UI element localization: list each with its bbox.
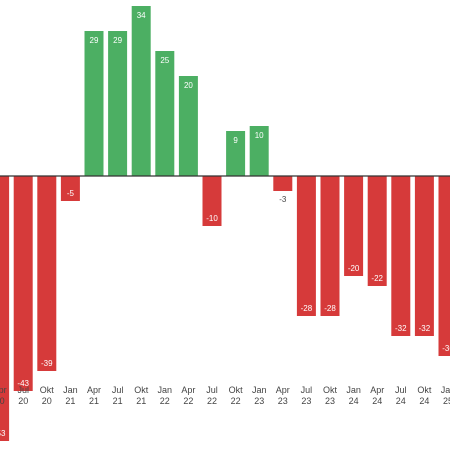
- x-tick-month: Jul: [17, 385, 29, 395]
- bar-value-label: 34: [137, 11, 146, 20]
- bar-value-label: 9: [233, 136, 238, 145]
- bar: [108, 31, 128, 176]
- bars-group: -54-53-43-39-52929342520-10910-3-28-28-2…: [0, 6, 450, 441]
- x-tick-month: Jul: [112, 385, 124, 395]
- bar-value-label: -20: [348, 264, 360, 273]
- x-tick-month: Apr: [276, 385, 290, 395]
- x-tick-year: 24: [419, 396, 429, 406]
- bar-value-label: -5: [67, 189, 75, 198]
- bar-value-label: -28: [301, 304, 313, 313]
- x-tick-year: 23: [301, 396, 311, 406]
- bar-value-label: 20: [184, 81, 193, 90]
- x-tick-month: Apr: [0, 385, 7, 395]
- x-tick-year: 22: [207, 396, 217, 406]
- x-tick-month: Okt: [417, 385, 432, 395]
- bar-value-label: -3: [279, 195, 287, 204]
- bar: [344, 176, 364, 276]
- x-tick-year: 21: [89, 396, 99, 406]
- bar: [249, 126, 269, 176]
- x-tick-month: Jan: [158, 385, 173, 395]
- x-tick-year: 21: [136, 396, 146, 406]
- x-tick-month: Apr: [181, 385, 195, 395]
- x-tick-month: Jul: [395, 385, 407, 395]
- x-tick-year: 21: [65, 396, 75, 406]
- x-tick-month: Jan: [252, 385, 267, 395]
- bar-value-label: -28: [324, 304, 336, 313]
- x-tick-month: Okt: [229, 385, 244, 395]
- bar: [296, 176, 316, 316]
- x-tick-year: 22: [183, 396, 193, 406]
- x-tick-month: Jan: [441, 385, 450, 395]
- x-tick-year: 25: [443, 396, 450, 406]
- x-tick-year: 20: [0, 396, 5, 406]
- bar: [155, 51, 175, 176]
- bar: [178, 76, 198, 176]
- bar-value-label: 29: [113, 36, 122, 45]
- bar: [60, 176, 80, 201]
- x-tick-month: Jan: [346, 385, 361, 395]
- x-tick-month: Okt: [40, 385, 55, 395]
- x-tick-year: 24: [396, 396, 406, 406]
- x-tick-month: Okt: [323, 385, 338, 395]
- bar-value-label: -22: [371, 274, 383, 283]
- bar: [202, 176, 222, 226]
- bar: [37, 176, 57, 371]
- bar-value-label: -32: [395, 324, 407, 333]
- x-tick-month: Apr: [370, 385, 384, 395]
- x-tick-year: 23: [278, 396, 288, 406]
- bar-value-label: 29: [90, 36, 99, 45]
- x-tick-labels: Jan20Apr20Jul20Okt20Jan21Apr21Jul21Okt21…: [0, 385, 450, 406]
- x-tick-year: 22: [231, 396, 241, 406]
- x-tick-year: 20: [18, 396, 28, 406]
- x-tick-month: Jul: [301, 385, 313, 395]
- bar-value-label: -32: [419, 324, 431, 333]
- bar: [131, 6, 151, 176]
- bar: [226, 131, 246, 176]
- bar-value-label: -43: [17, 379, 29, 388]
- bar: [414, 176, 434, 336]
- x-tick-month: Jul: [206, 385, 218, 395]
- x-tick-year: 22: [160, 396, 170, 406]
- bar: [0, 176, 10, 441]
- bar: [320, 176, 340, 316]
- x-tick-year: 24: [349, 396, 359, 406]
- bar: [438, 176, 450, 356]
- x-tick-year: 20: [42, 396, 52, 406]
- bar: [84, 31, 104, 176]
- x-tick-year: 23: [325, 396, 335, 406]
- bar-value-label: -10: [206, 214, 218, 223]
- bar: [273, 176, 293, 191]
- bar-value-label: -53: [0, 429, 6, 438]
- x-tick-month: Apr: [87, 385, 101, 395]
- x-tick-month: Okt: [134, 385, 149, 395]
- x-tick-year: 24: [372, 396, 382, 406]
- bar-value-label: -36: [442, 344, 450, 353]
- bar-value-label: 10: [255, 131, 264, 140]
- bar-value-label: -39: [41, 359, 53, 368]
- x-tick-month: Jan: [63, 385, 78, 395]
- x-tick-year: 21: [113, 396, 123, 406]
- bar: [391, 176, 411, 336]
- bar-value-label: 25: [160, 56, 169, 65]
- bar: [13, 176, 33, 391]
- x-tick-year: 23: [254, 396, 264, 406]
- bar: [367, 176, 387, 286]
